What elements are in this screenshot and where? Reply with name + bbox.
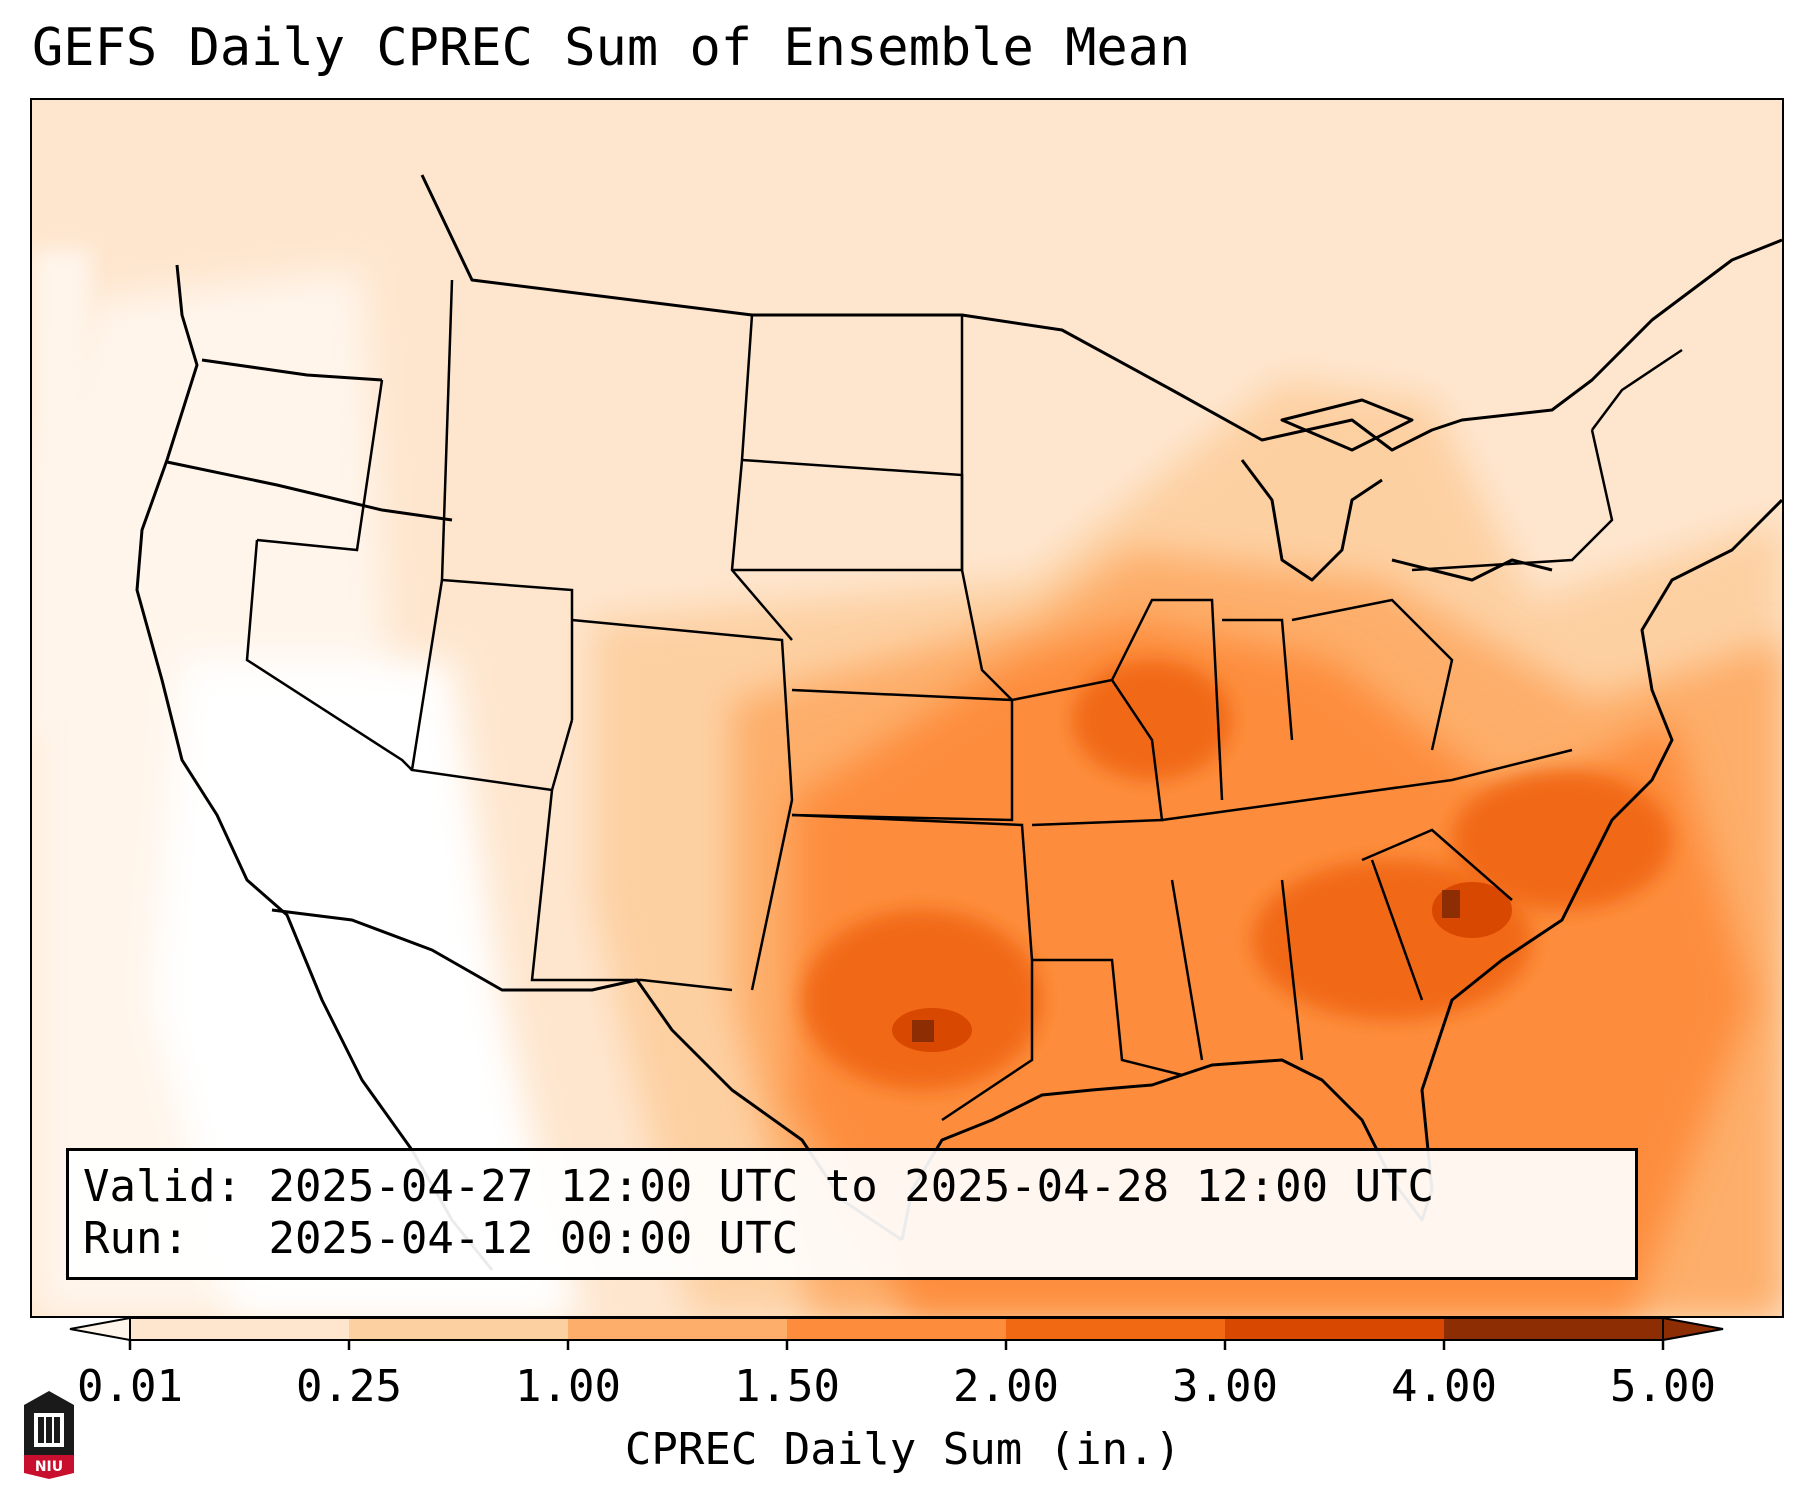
- colorbar-tick-label: 1.00: [515, 1361, 621, 1412]
- colorbar-segments: [69, 1316, 1724, 1342]
- colorbar-label: CPREC Daily Sum (in.): [624, 1424, 1182, 1475]
- colorbar-tick-label: 4.00: [1391, 1361, 1497, 1412]
- logo-text: NIU: [35, 1459, 63, 1475]
- indiana-border: [1222, 618, 1294, 741]
- shading-peak-texas: [912, 1020, 934, 1042]
- colorbar-segment: [1225, 1318, 1445, 1340]
- deep-south-borders: [1170, 859, 1424, 1061]
- tennessee-kentucky-border: [1161, 748, 1573, 822]
- illinois-border: [1110, 598, 1224, 801]
- colorbar-tick-label: 5.00: [1610, 1361, 1716, 1412]
- dakotas-border: [730, 314, 793, 641]
- colorbar-segment: [1006, 1318, 1226, 1340]
- colorbar-tick-label: 3.00: [1172, 1361, 1278, 1412]
- colorbar-tick-label: 0.01: [77, 1361, 183, 1412]
- colorbar-tick-label: 1.50: [734, 1361, 840, 1412]
- colorbar-segment: [130, 1318, 350, 1340]
- map-panel: [30, 98, 1784, 1318]
- colorbar-tick-label: 0.25: [296, 1361, 402, 1412]
- lake-superior: [1280, 398, 1414, 452]
- carolinas-border: [1361, 828, 1513, 901]
- run-line: Run: 2025-04-12 00:00 UTC: [83, 1217, 798, 1261]
- shading-pacific: [32, 250, 92, 750]
- great-lakes-michigan: [1240, 459, 1383, 582]
- new-england-border: [1591, 348, 1683, 431]
- colorbar-segment: [1444, 1318, 1664, 1340]
- colorado-newmexico-border: [571, 618, 794, 991]
- washington-oregon-border: [201, 358, 383, 382]
- utah-border: [410, 579, 574, 792]
- run-label: Run:: [83, 1213, 189, 1264]
- pennsylvania-newyork-border: [1411, 429, 1614, 572]
- arizona-newmexico-border: [530, 789, 733, 992]
- colorbar-extend-min: [69, 1316, 131, 1342]
- shading-core-texas: [802, 910, 1042, 1090]
- colorbar-outline: [129, 1317, 1664, 1341]
- colorbar-segment: [787, 1318, 1007, 1340]
- ohio-westvirginia-border: [1291, 598, 1454, 751]
- kansas-border: [791, 688, 1014, 822]
- shading-core-tennessee: [1072, 660, 1232, 780]
- colorbar-extend-max: [1662, 1316, 1724, 1342]
- arkansas-louisiana-border: [1032, 958, 1183, 1077]
- valid-time-box: Valid: 2025-04-27 12:00 UTC to 2025-04-2…: [66, 1148, 1638, 1280]
- missouri-border: [1011, 678, 1164, 827]
- us-canada-border: [420, 174, 1782, 452]
- colorbar: [69, 1316, 1724, 1350]
- colorbar-tick-label: 2.00: [953, 1361, 1059, 1412]
- precip-shading: [32, 100, 1782, 1316]
- oregon-california-border: [166, 460, 453, 522]
- valid-label: Valid:: [83, 1161, 242, 1212]
- colorbar-segment: [568, 1318, 788, 1340]
- shading-core-atlantic: [1452, 770, 1672, 910]
- run-time: 2025-04-12 00:00 UTC: [268, 1213, 799, 1264]
- colorbar-segment: [349, 1318, 569, 1340]
- nevada-border: [245, 539, 413, 771]
- idaho-border: [256, 379, 384, 552]
- state-borders: [245, 279, 1683, 1122]
- niu-logo-icon: NIU: [20, 1385, 78, 1481]
- precipitation-map: [32, 100, 1782, 1316]
- valid-line: Valid: 2025-04-27 12:00 UTC to 2025-04-2…: [83, 1165, 1434, 1209]
- valid-time: 2025-04-27 12:00 UTC to 2025-04-28 12:00…: [268, 1161, 1435, 1212]
- shading-peak-carolinas: [1442, 890, 1460, 918]
- chart-title: GEFS Daily CPREC Sum of Ensemble Mean: [32, 18, 1191, 78]
- montana-wyoming-border: [440, 279, 574, 720]
- colorbar-ticks: [128, 1340, 1665, 1350]
- minnesota-iowa-border: [960, 315, 1013, 701]
- west-coastline: [135, 264, 494, 1271]
